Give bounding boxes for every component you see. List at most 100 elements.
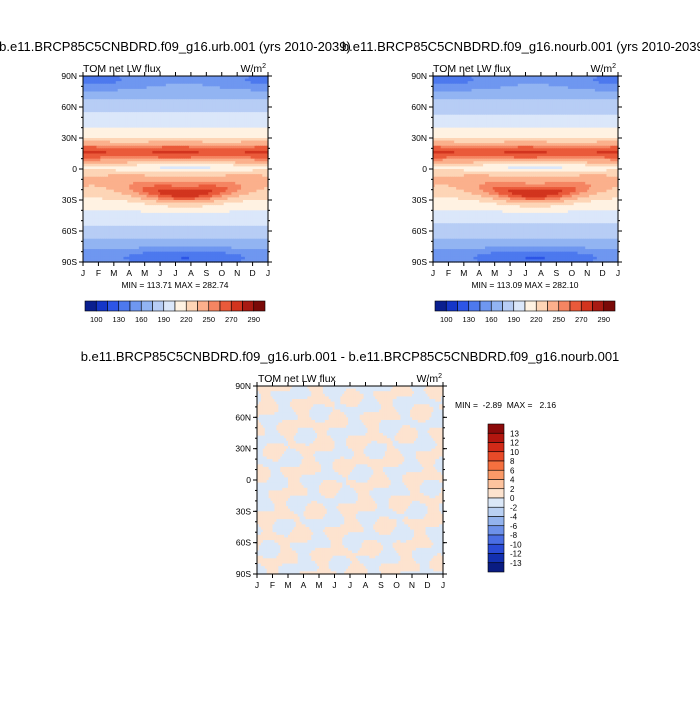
heatmap-cell [98,117,101,121]
heatmap-cell [135,122,138,126]
heatmap-cell [241,81,244,85]
heatmap-cell [171,132,175,137]
heatmap-cell [260,96,263,100]
heatmap-cell [219,127,223,131]
heatmap-cell [177,107,180,111]
heatmap-cell [83,101,86,106]
heatmap-cell [254,94,258,98]
heatmap-cell [256,117,259,121]
heatmap-cell [192,88,196,93]
heatmap-cell [266,91,269,95]
heatmap-cell [202,96,206,100]
heatmap-cell [214,132,217,137]
heatmap-cell [214,81,217,85]
heatmap-cell [214,91,217,95]
heatmap-cell [109,114,113,118]
heatmap-cell [175,130,179,134]
heatmap-cell [169,132,173,137]
heatmap-cell [92,132,96,137]
heatmap-cell [142,81,146,85]
heatmap-cell [248,104,252,108]
heatmap-cell [227,91,231,95]
heatmap-cell [208,78,211,82]
heatmap-cell [241,88,244,93]
heatmap-cell [177,119,180,124]
heatmap-cell [171,86,175,90]
heatmap-cell [115,112,119,116]
heatmap-cell [241,130,244,134]
heatmap-cell [104,81,107,85]
heatmap-cell [183,127,186,131]
heatmap-cell [165,81,169,85]
heatmap-cell [133,117,136,121]
heatmap-cell [252,81,256,85]
heatmap-cell [158,114,161,118]
heatmap-cell [165,101,169,106]
heatmap-cell [248,86,252,90]
heatmap-cell [123,132,126,137]
heatmap-cell [169,125,173,129]
heatmap-cell [162,125,165,129]
heatmap-cell [198,94,202,98]
heatmap-cell [84,117,88,121]
heatmap-cell [131,96,134,100]
heatmap-cell [88,78,92,82]
heatmap-cell [144,112,148,116]
heatmap-cell [194,94,198,98]
heatmap-cell [208,112,211,116]
heatmap-cell [198,88,202,93]
heatmap-cell [206,117,209,121]
heatmap-cell [250,78,254,82]
heatmap-cell [131,130,134,134]
heatmap-cell [239,112,242,116]
heatmap-cell [212,132,215,137]
heatmap-cell [250,94,254,98]
heatmap-cell [160,99,163,103]
heatmap-cell [123,96,126,100]
heatmap-cell [225,112,229,116]
heatmap-cell [183,125,186,129]
heatmap-cell [140,122,144,126]
heatmap-cell [181,99,184,103]
heatmap-cell [84,91,88,95]
heatmap-cell [183,117,186,121]
heatmap-cell [131,132,134,137]
heatmap-cell [177,83,180,87]
heatmap-cell [244,86,248,90]
heatmap-cell [190,96,194,100]
heatmap-cell [200,107,204,111]
heatmap-cell [227,117,231,121]
heatmap-cell [229,117,232,121]
heatmap-cell [117,130,121,134]
heatmap-cell [256,109,259,113]
heatmap-cell [156,109,159,113]
heatmap-cell [90,99,94,103]
heatmap-cell [119,130,123,134]
heatmap-cell [242,101,246,106]
heatmap-cell [115,130,119,134]
heatmap-cell [242,81,246,85]
heatmap-cell [127,86,130,90]
heatmap-cell [135,96,138,100]
heatmap-cell [90,86,94,90]
heatmap-cell [258,117,261,121]
heatmap-cell [227,122,231,126]
heatmap-cell [210,109,213,113]
heatmap-cell [98,91,101,95]
heatmap-cell [183,96,186,100]
heatmap-cell [106,109,109,113]
heatmap-cell [237,130,240,134]
heatmap-cell [90,94,94,98]
heatmap-cell [239,107,242,111]
heatmap-cell [200,109,204,113]
heatmap-cell [129,104,132,108]
heatmap-cell [154,76,157,80]
heatmap-cell [135,104,138,108]
heatmap-cell [235,88,238,93]
heatmap-cell [181,127,184,131]
heatmap-cell [204,127,207,131]
heatmap-cell [165,94,169,98]
heatmap-cell [235,104,238,108]
heatmap-cell [210,119,213,124]
heatmap-cell [266,96,269,100]
